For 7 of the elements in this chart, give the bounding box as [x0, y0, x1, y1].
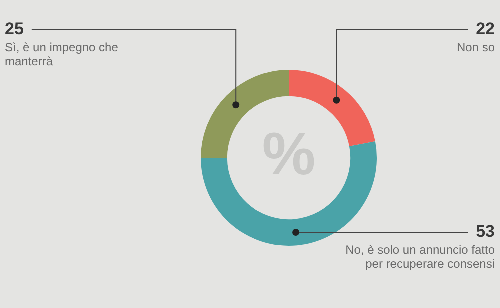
slice-label: Sì, è un impegno che manterrà [5, 40, 119, 68]
slice-label: No, è solo un annuncio fatto per recuperare consensi [346, 242, 496, 271]
data-label: 25 [5, 20, 24, 39]
slice-label: Non so [456, 40, 496, 54]
text: % [262, 120, 316, 188]
data-label: 22 [476, 20, 495, 39]
data-label: 53 [476, 222, 495, 242]
